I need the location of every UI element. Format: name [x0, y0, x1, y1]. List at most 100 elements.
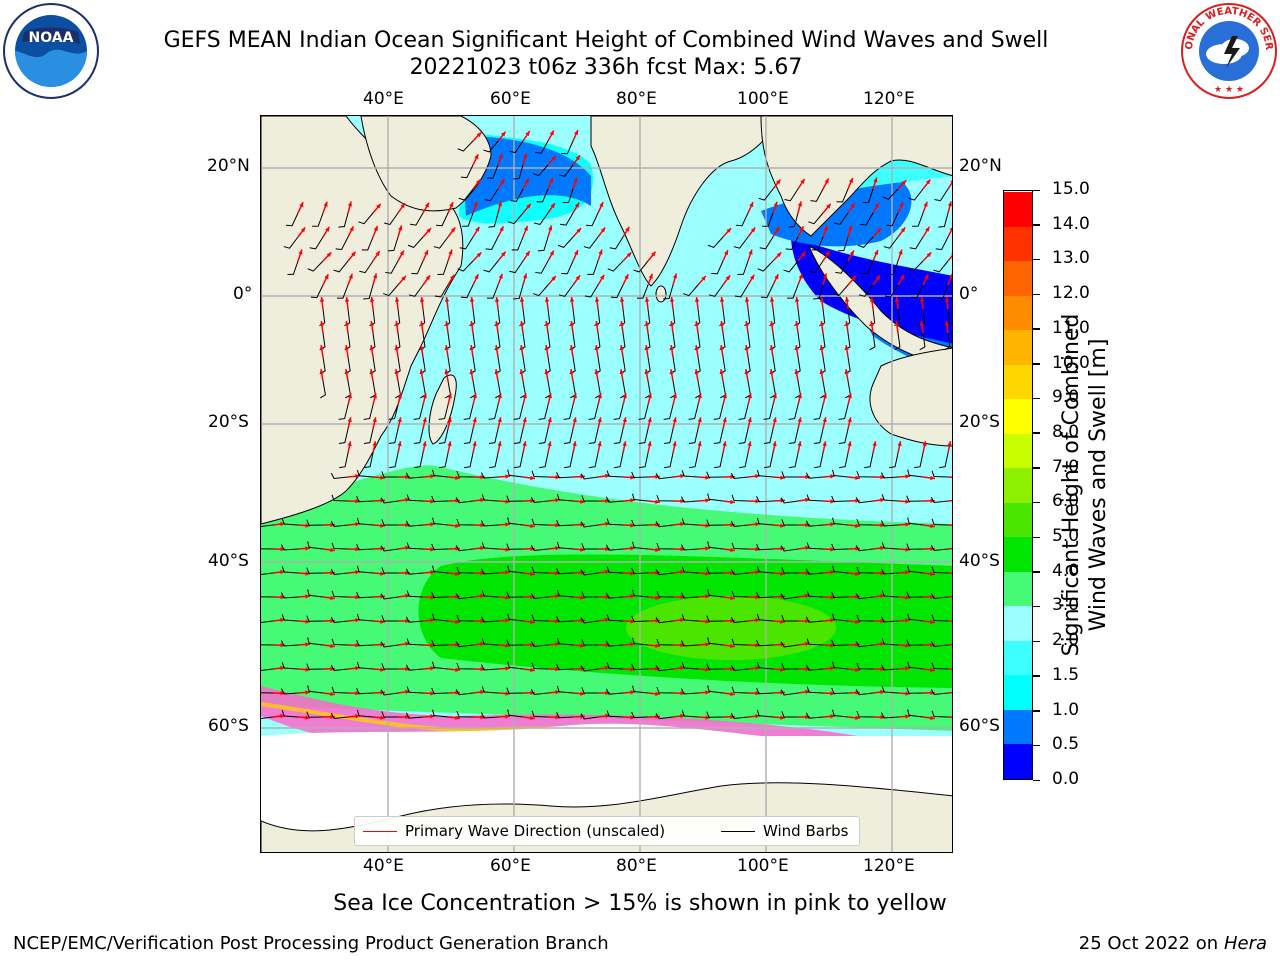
wind-barb	[438, 428, 449, 444]
wave-direction-arrowhead	[555, 571, 560, 576]
wave-direction-arrowhead	[480, 474, 485, 480]
wave-direction-arrowhead	[444, 345, 449, 350]
wind-barb	[463, 428, 474, 444]
wind-barb	[306, 615, 324, 622]
wave-direction-arrowhead	[569, 297, 575, 302]
wave-direction-arrowhead	[822, 393, 827, 399]
wind-barb	[656, 542, 674, 550]
wind-barb	[558, 284, 574, 297]
wind-barb	[711, 260, 724, 275]
wind-barb	[381, 567, 398, 574]
wind-barb	[432, 565, 449, 574]
wave-direction-arrowhead	[830, 547, 835, 552]
wave-direction-arrowhead	[522, 417, 527, 423]
wave-direction-arrowhead	[555, 475, 560, 480]
wind-barb	[462, 212, 474, 227]
wind-barb	[632, 637, 649, 646]
wind-barb	[405, 664, 424, 671]
wave-direction-arrowhead	[422, 393, 427, 399]
wind-barb	[381, 471, 398, 478]
wind-barb	[406, 494, 424, 502]
wind-barb	[912, 212, 924, 227]
wind-barb	[809, 260, 824, 274]
wave-direction-arrowhead	[405, 593, 410, 599]
right-lat-tick-40s: 40°S	[959, 551, 1000, 571]
wave-direction-arrowhead	[847, 441, 852, 447]
wave-direction-arrow	[947, 181, 952, 190]
wind-barb	[756, 544, 774, 551]
wave-direction-arrowhead	[630, 690, 635, 695]
wave-direction-arrowhead	[894, 321, 900, 326]
wave-direction-arrowhead	[397, 393, 402, 399]
wave-direction-arrowhead	[605, 546, 610, 552]
wind-barb	[756, 517, 774, 526]
wave-direction-arrowhead	[355, 522, 360, 527]
wave-direction-arrowhead	[705, 642, 710, 647]
wind-barb	[730, 520, 749, 527]
wave-direction-arrowhead	[355, 570, 360, 575]
wave-direction-arrowhead	[444, 297, 450, 302]
wind-barb	[261, 668, 274, 671]
wind-barb	[655, 521, 674, 528]
sea-ice-caption: Sea Ice Concentration > 15% is shown in …	[333, 891, 947, 916]
wind-barb	[513, 404, 524, 420]
wave-direction-arrowhead	[305, 619, 310, 624]
wind-barb	[556, 541, 574, 550]
wave-direction-arrowhead	[405, 545, 410, 551]
colorbar-tick-label: 14.0	[1052, 213, 1090, 234]
wave-direction-arrowhead	[844, 297, 850, 302]
wave-direction-arrowhead	[824, 178, 829, 184]
wave-direction-arrowhead	[901, 180, 907, 185]
wind-barb	[356, 565, 374, 574]
wave-direction-arrowhead	[905, 474, 910, 479]
wave-direction-arrowhead	[797, 441, 802, 447]
wave-direction-arrowhead	[925, 179, 931, 185]
wave-direction-arrowhead	[805, 714, 810, 720]
wave-direction-arrowhead	[644, 345, 649, 350]
wind-barb	[814, 452, 824, 469]
wave-direction-arrowhead	[905, 666, 910, 671]
wind-barb	[506, 495, 524, 502]
wind-barb	[581, 495, 598, 502]
colorbar-segment	[1004, 502, 1032, 538]
wind-barb	[813, 428, 824, 444]
wind-barb	[881, 494, 899, 502]
wave-direction-arrowhead	[694, 321, 700, 326]
wave-direction-arrowhead	[755, 522, 760, 527]
wave-direction-arrowhead	[430, 691, 435, 696]
wave-direction-arrowhead	[549, 250, 554, 256]
wave-direction-arrowhead	[705, 571, 710, 576]
wave-direction-arrowhead	[572, 441, 577, 447]
wave-direction-arrowhead	[380, 715, 385, 720]
wave-band-5m-core	[626, 596, 836, 660]
wave-direction-arrowhead	[505, 547, 510, 552]
wind-barb	[908, 188, 924, 201]
wave-direction-arrowhead	[780, 475, 785, 480]
wave-direction-arrowhead	[730, 595, 735, 601]
wind-barb	[431, 687, 449, 695]
wind-barb	[781, 567, 798, 574]
colorbar-segment	[1004, 743, 1032, 779]
wind-barb	[459, 236, 474, 250]
wind-barb	[333, 260, 349, 273]
wind-barb	[481, 712, 499, 719]
wave-direction-arrowhead	[405, 689, 410, 695]
wave-direction-arrowhead	[669, 345, 674, 350]
wave-direction-arrowhead	[475, 226, 480, 232]
wind-barb	[884, 284, 899, 298]
wave-direction-arrowhead	[494, 321, 500, 326]
colorbar-label-line2: Wind Waves and Swell [m]	[1086, 338, 1111, 632]
wind-barb	[581, 687, 598, 694]
wave-direction-arrowhead	[830, 666, 835, 671]
wave-direction-arrowhead	[794, 297, 800, 302]
wind-barb	[431, 495, 449, 503]
wave-direction-arrowhead	[494, 345, 499, 350]
wind-barb	[688, 404, 699, 420]
wind-barb	[805, 664, 824, 671]
wave-direction-arrowhead	[630, 594, 635, 599]
right-lat-tick-20n: 20°N	[959, 156, 1002, 176]
wind-barb	[655, 569, 674, 576]
wave-direction-arrowhead	[648, 273, 653, 279]
wave-direction-arrowhead	[925, 226, 930, 232]
wave-direction-arrowhead	[524, 178, 529, 184]
